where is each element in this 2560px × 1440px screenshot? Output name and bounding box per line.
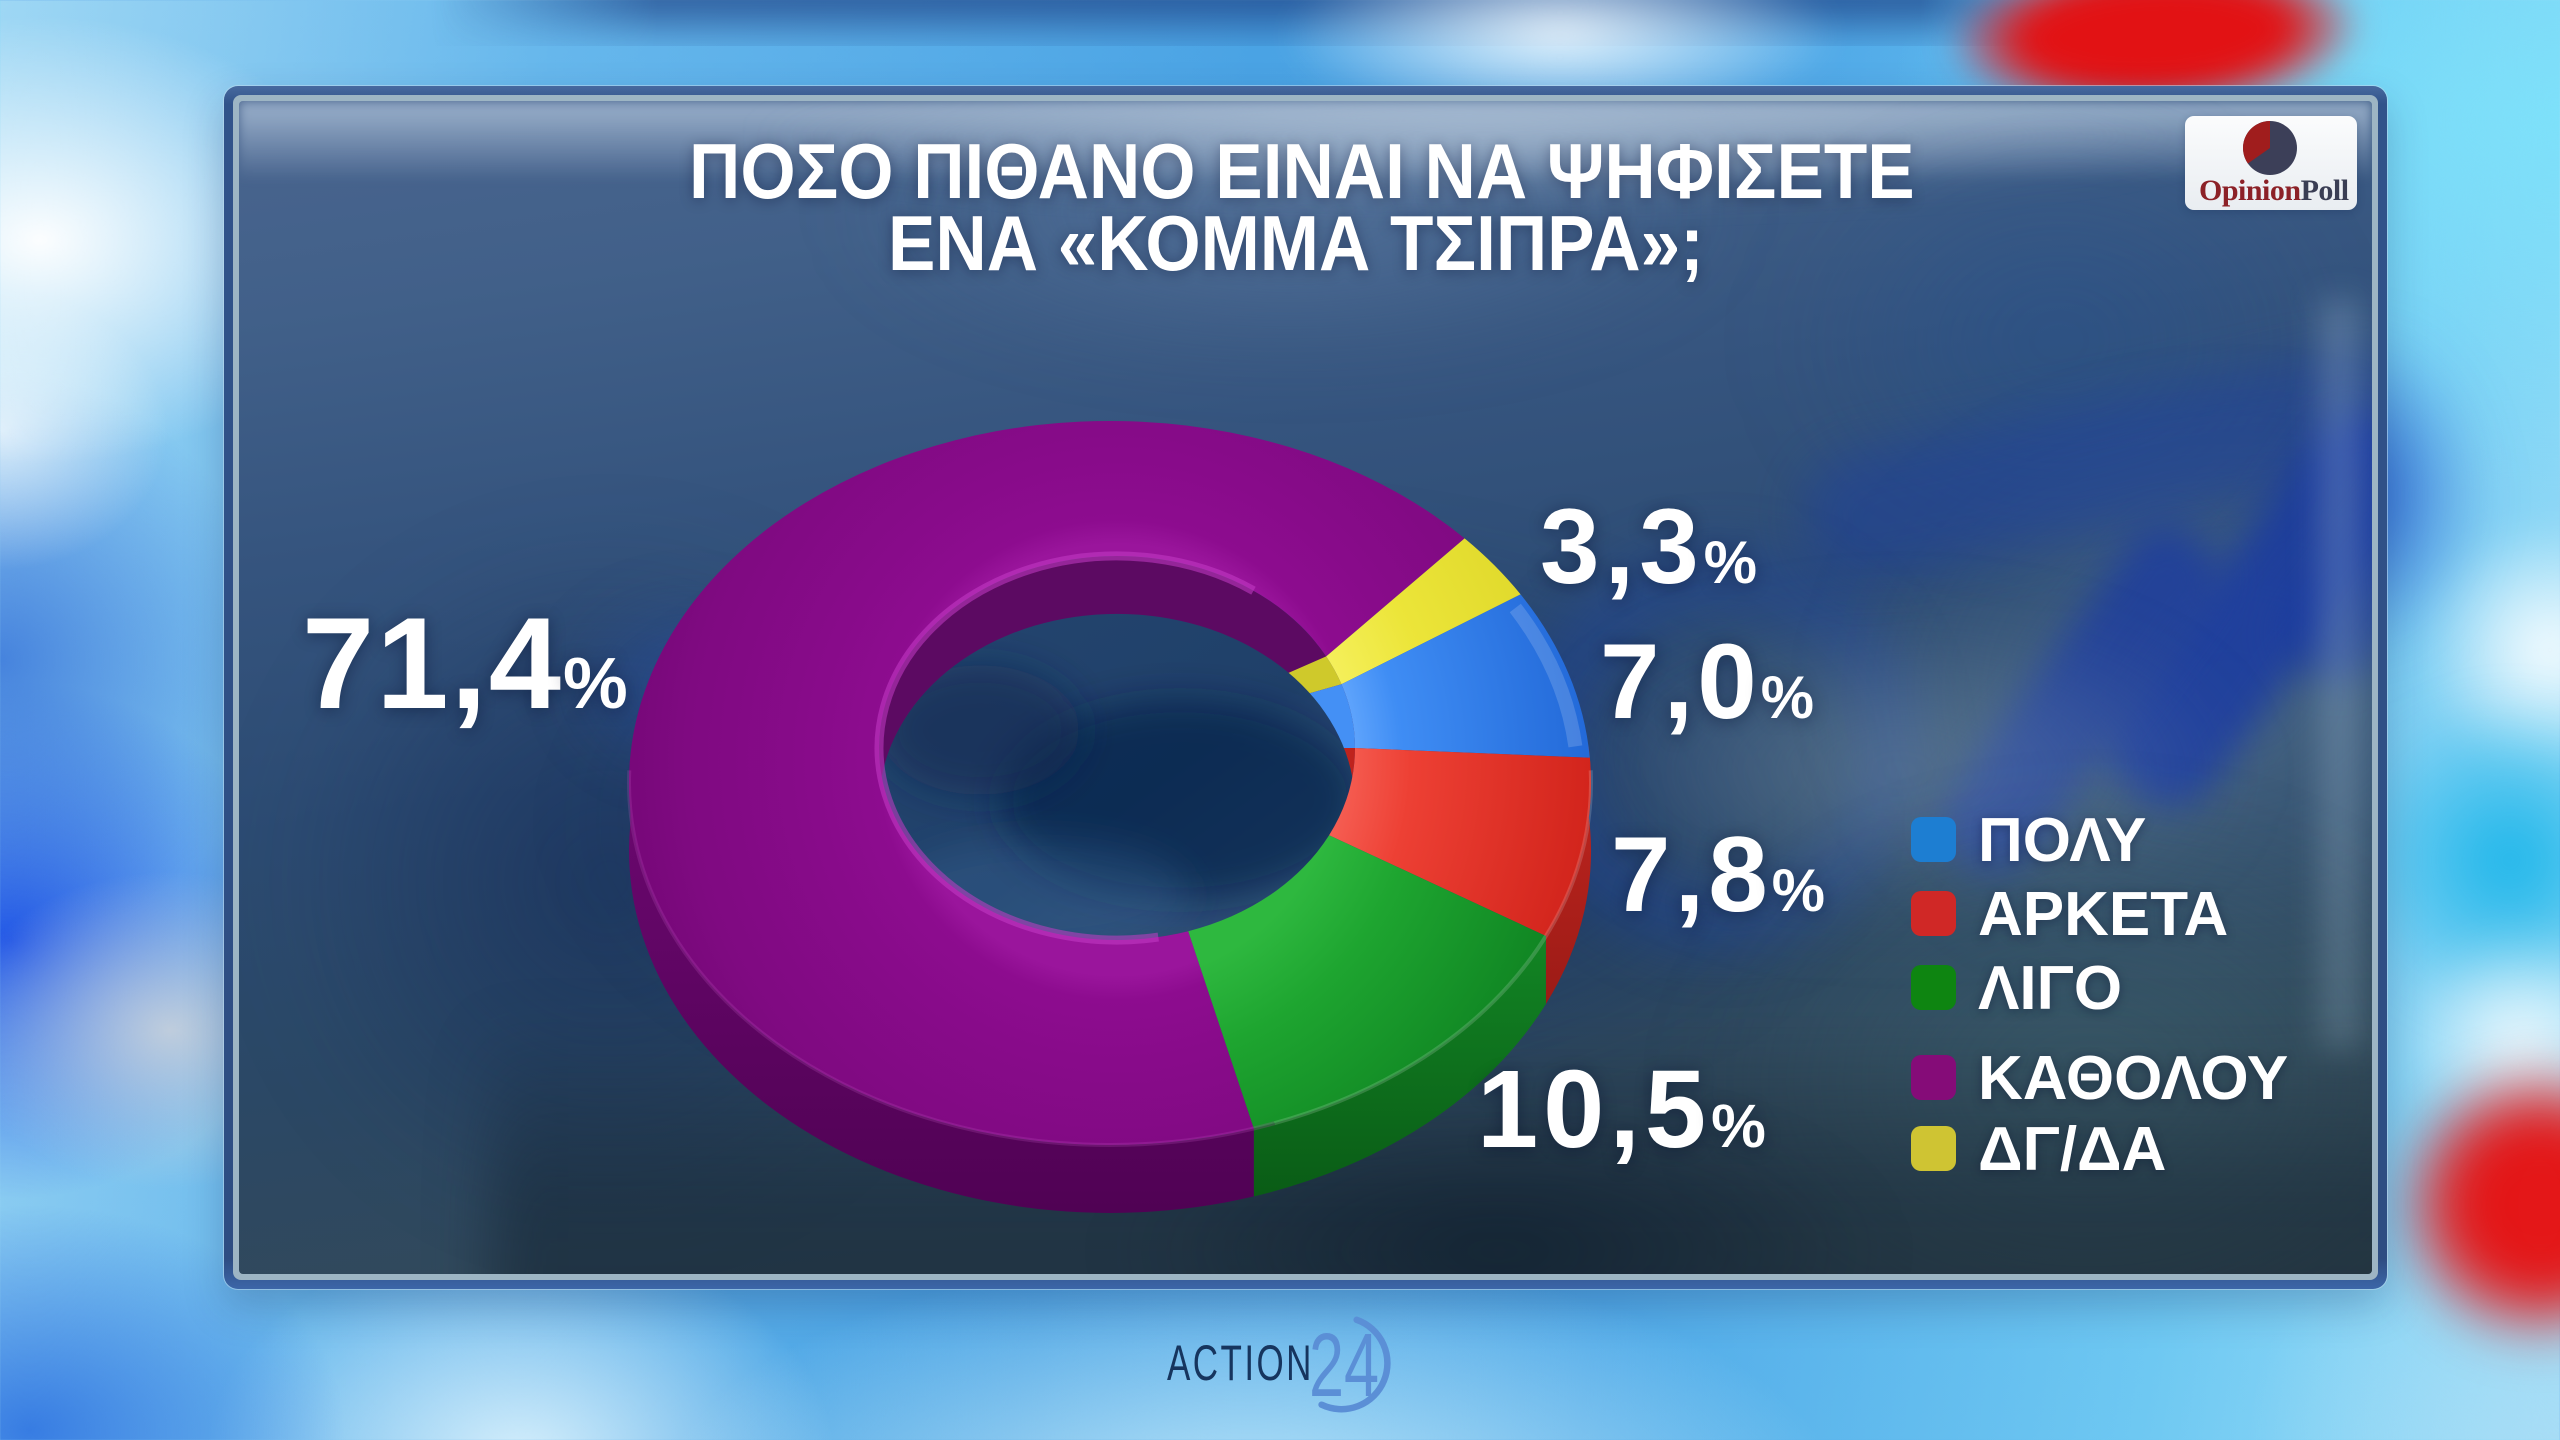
svg-text:ACTION: ACTION — [1167, 1336, 1314, 1392]
